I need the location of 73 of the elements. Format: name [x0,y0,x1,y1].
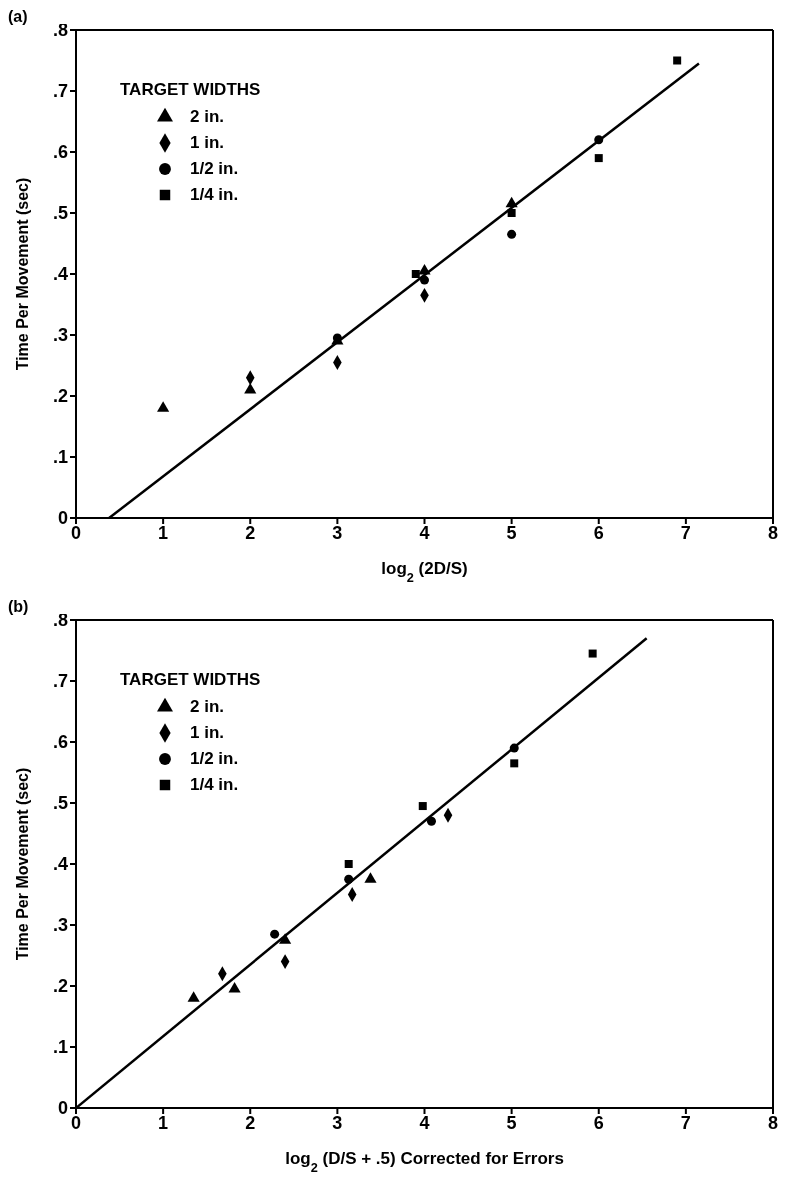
y-tick-label: .2 [52,976,68,997]
y-tick-label: .2 [52,386,68,407]
point [507,209,516,217]
point [509,743,519,753]
x-tick-label: 7 [680,1112,691,1133]
point [344,860,353,868]
chart-title: (a) [8,8,28,25]
point [364,872,377,883]
legend-title: TARGET WIDTHS [120,80,261,100]
point [426,816,436,826]
x-tick-label: 3 [332,1112,343,1133]
x-tick-label: 1 [158,522,169,543]
point [187,991,200,1002]
point [673,56,682,65]
legend-label: 2 in. [190,697,225,717]
x-tick-label: 0 [70,522,82,543]
y-tick-label: .7 [52,81,68,102]
x-tick-label: 8 [767,522,779,543]
legend-title: TARGET WIDTHS [120,670,261,690]
y-tick-label: .1 [52,1037,68,1058]
y-tick-label: .4 [52,854,68,875]
point [507,229,517,239]
y-tick-label: 0 [57,508,68,529]
point [344,874,354,884]
y-tick-label: .8 [52,610,68,631]
y-tick-label: .8 [52,20,68,41]
legend-label: 2 in. [190,107,225,127]
point [418,802,427,811]
x-tick-label: 8 [767,1112,779,1133]
point [228,982,241,993]
legend-label: 1 in. [190,133,225,153]
y-tick-label: .6 [52,142,68,163]
x-tick-label: 4 [419,522,430,543]
point [510,759,519,768]
x-axis-title: log$_{2}$ (2D/S) [381,559,468,585]
chart-title: (b) [8,598,29,615]
legend-label: 1/4 in. [190,185,239,205]
y-tick-label: .3 [52,325,68,346]
x-tick-label: 6 [593,522,604,543]
point [505,196,518,208]
y-axis-title: Time Per Movement (sec) [14,177,31,371]
legend-label: 1/4 in. [190,775,239,795]
point [419,275,430,285]
point [411,270,420,278]
legend-label: 1/2 in. [190,749,239,769]
y-tick-label: .4 [52,264,68,285]
y-tick-label: .5 [52,793,68,814]
x-tick-label: 4 [419,1112,430,1133]
y-tick-label: .3 [52,915,68,936]
x-tick-label: 3 [332,522,343,543]
legend-label: 1 in. [190,723,225,743]
y-axis-title: Time Per Movement (sec) [14,767,31,961]
legend-label: 1/2 in. [190,159,239,179]
y-tick-label: 0 [57,1098,68,1119]
x-tick-label: 5 [506,522,517,543]
point [588,649,597,658]
x-tick-label: 2 [245,1112,256,1133]
point [270,929,280,939]
x-tick-label: 7 [680,522,691,543]
point [157,401,170,412]
point [594,135,604,145]
x-tick-label: 1 [158,1112,169,1133]
point [594,154,603,163]
y-tick-label: .7 [52,671,68,692]
x-tick-label: 2 [245,522,256,543]
y-tick-label: .6 [52,732,68,753]
point [279,933,292,944]
x-tick-label: 0 [70,1112,82,1133]
y-tick-label: .5 [52,203,68,224]
x-axis-title: log$_{2}$ (D/S + .5) Corrected for Errors [285,1149,564,1175]
x-tick-label: 6 [593,1112,604,1133]
y-tick-label: .1 [52,447,68,468]
x-tick-label: 5 [506,1112,517,1133]
